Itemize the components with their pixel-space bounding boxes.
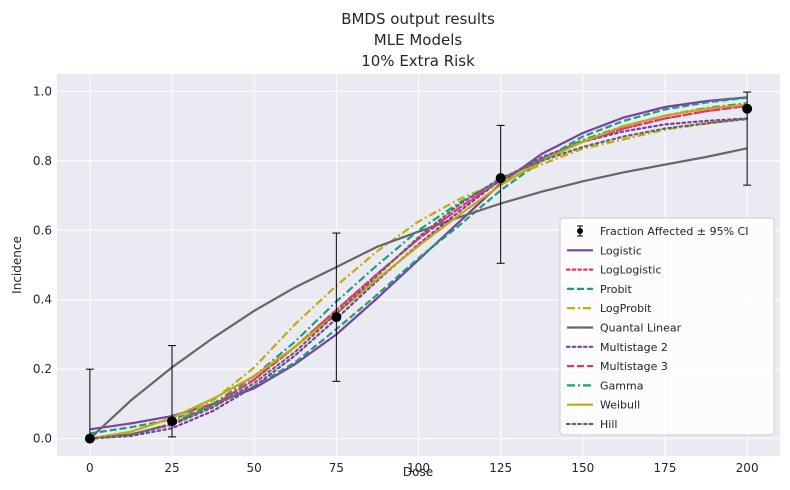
y-tick-label: 0.4 [33,293,52,307]
x-tick-label: 100 [407,461,430,475]
observed-point [742,103,753,114]
observed-point [331,312,342,323]
series-line-logprobit [89,117,748,440]
legend-label: Gamma [600,379,643,392]
observed-point [495,173,506,184]
legend-label: Multistage 2 [600,341,668,354]
legend-label: Hill [600,418,617,431]
legend-label: LogProbit [600,302,652,315]
y-tick-label: 0.0 [33,432,52,446]
x-tick-label: 0 [86,461,94,475]
y-tick-labels: 0.0 0.2 0.4 0.6 0.8 1.0 [33,84,52,445]
observed-points [84,91,753,444]
x-tick-label: 175 [654,461,677,475]
legend: Fraction Affected ± 95% CI Logistic LogLog… [559,217,775,436]
chart-title-line-1: BMDS output results [341,10,495,28]
legend-label: Logistic [600,244,642,257]
series-line-quantal-linear [89,147,748,440]
observed-point [84,433,95,444]
x-tick-label: 50 [247,461,262,475]
x-tick-label: 25 [164,461,179,475]
legend-label: Weibull [600,399,640,412]
series-line-multistage-2 [88,117,749,440]
y-tick-label: 1.0 [33,84,52,98]
y-tick-label: 0.8 [33,154,52,168]
legend-marker-point [577,228,583,234]
observed-point [167,416,178,427]
y-tick-label: 0.2 [33,362,52,376]
x-tick-labels: 0 25 50 75 100 125 150 175 200 [86,461,759,475]
chart-title-line-3: 10% Extra Risk [361,52,475,70]
legend-label: Quantal Linear [600,322,682,335]
chart-title-line-2: MLE Models [374,31,463,49]
x-tick-label: 150 [571,461,594,475]
series-line-weibull [89,103,748,440]
x-tick-label: 75 [329,461,344,475]
y-tick-label: 0.6 [33,223,52,237]
legend-label: LogLogistic [600,264,662,277]
x-tick-label: 125 [489,461,512,475]
series-line-hill [88,117,749,440]
x-tick-label: 200 [736,461,759,475]
legend-label: Fraction Affected ± 95% CI [600,225,748,238]
legend-label: Multistage 3 [600,360,668,373]
legend-label: Probit [600,283,632,296]
legend-box [559,217,775,436]
x-axis-label: Dose [403,465,433,479]
y-axis-label: Incidence [10,236,24,294]
series-lines [88,96,749,440]
